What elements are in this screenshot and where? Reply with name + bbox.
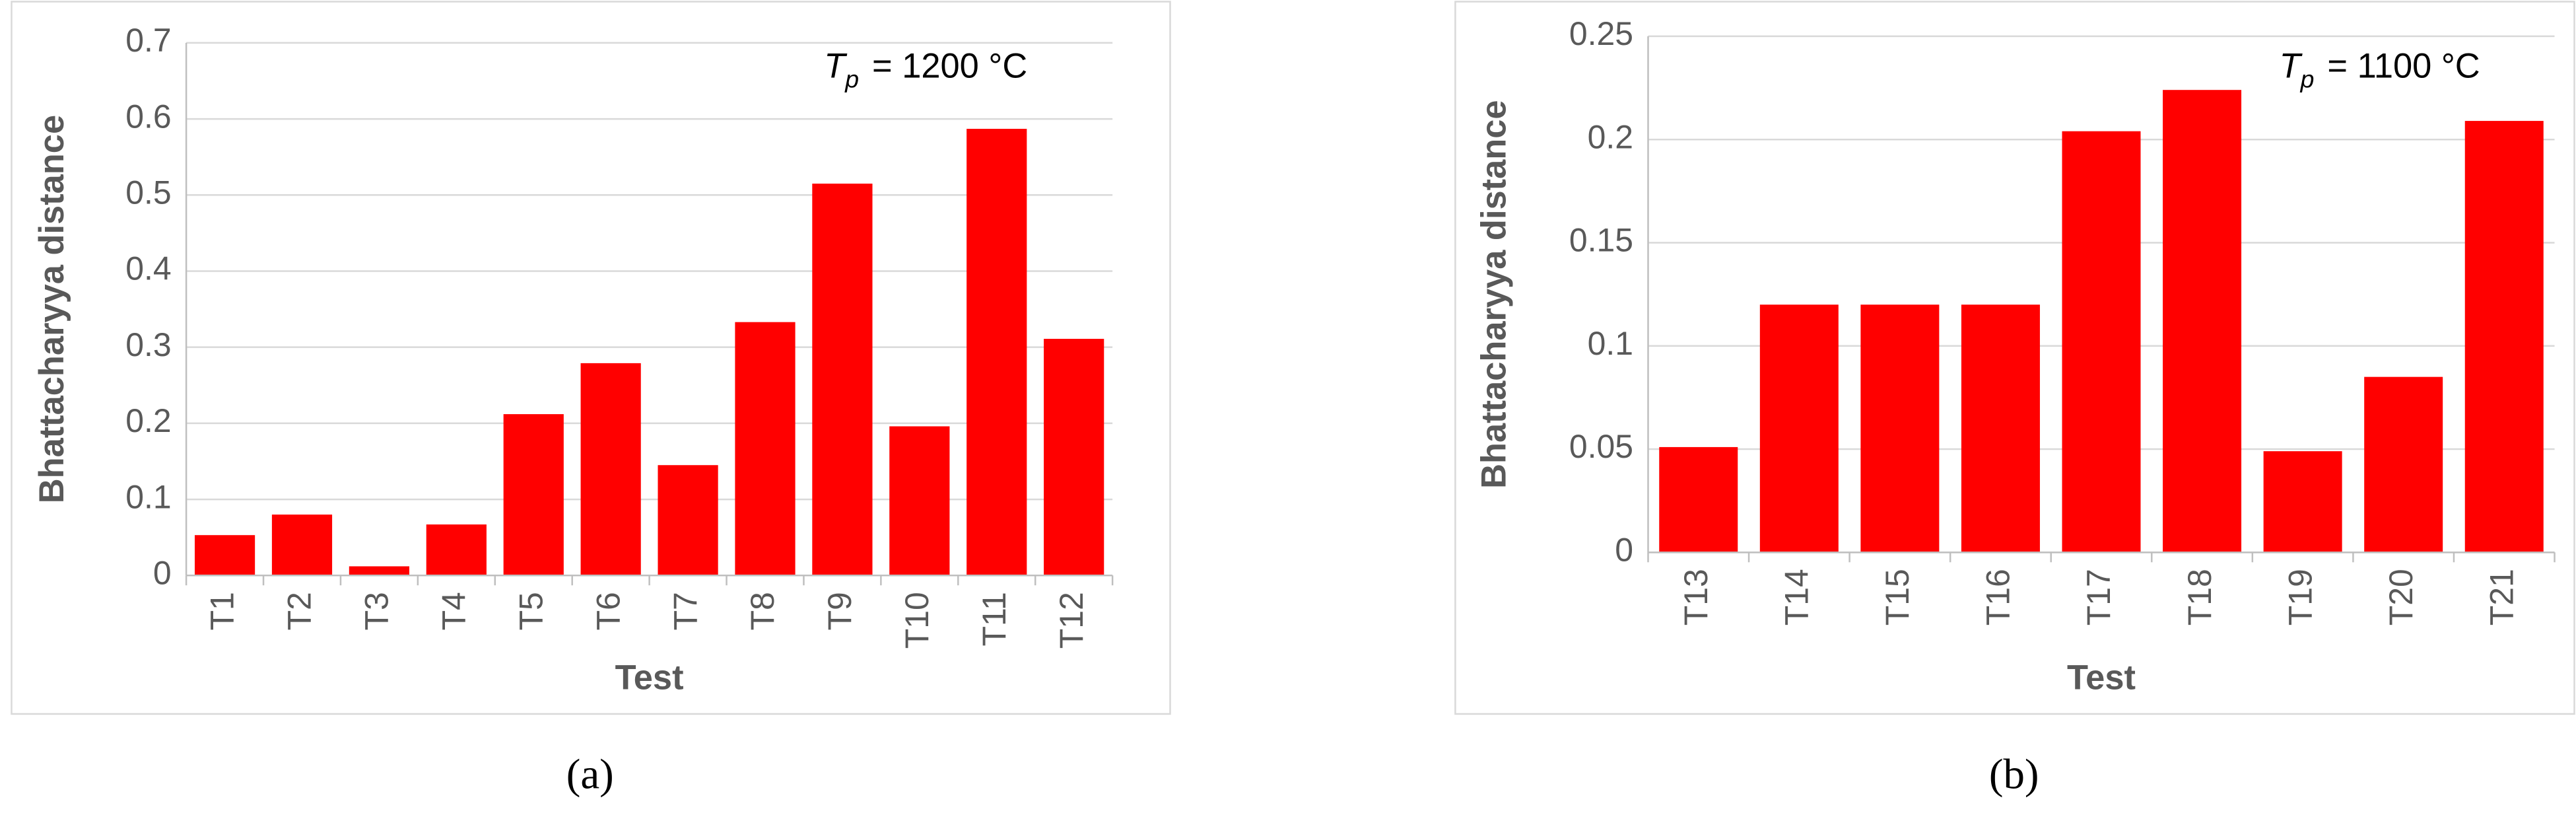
y-tick-label: 0.05 bbox=[1569, 428, 1633, 465]
x-tick-label: T18 bbox=[2181, 569, 2218, 625]
y-tick-label: 0.1 bbox=[1588, 325, 1633, 362]
bar bbox=[2263, 451, 2342, 553]
bar bbox=[2364, 376, 2443, 553]
bar bbox=[1961, 304, 2040, 553]
y-tick-label: 0.2 bbox=[125, 402, 171, 439]
caption: (a) bbox=[566, 750, 614, 798]
bar bbox=[658, 465, 718, 576]
x-axis-title: Test bbox=[2067, 659, 2136, 697]
bar bbox=[426, 524, 487, 576]
chart-panel: 0 0.05 0.1 0.15 0.2 0.25 T13 T14 T15 T16 T17 T18 T19… bbox=[1454, 1, 2575, 798]
bar bbox=[1044, 339, 1104, 576]
annotation-text: = 1100 °C bbox=[2327, 47, 2480, 85]
y-tick-label: 0.3 bbox=[125, 326, 171, 363]
x-tick-label: T8 bbox=[744, 592, 781, 630]
annotation-symbol: T bbox=[824, 47, 848, 85]
bar bbox=[503, 414, 564, 576]
x-tick-label: T5 bbox=[512, 592, 549, 630]
x-tick-label: T10 bbox=[898, 592, 935, 649]
bar bbox=[2062, 131, 2141, 553]
x-tick-label: T14 bbox=[1779, 569, 1815, 625]
bar bbox=[580, 363, 641, 576]
x-tick-label: T20 bbox=[2383, 569, 2420, 625]
y-tick-label: 0.25 bbox=[1569, 15, 1633, 52]
bar bbox=[1659, 446, 1738, 553]
x-tick-label: T19 bbox=[2282, 569, 2319, 625]
x-tick-label: T21 bbox=[2483, 569, 2520, 625]
x-tick-label: T3 bbox=[358, 592, 395, 630]
x-tick-label: T17 bbox=[2080, 569, 2117, 625]
y-tick-label: 0.7 bbox=[125, 22, 171, 59]
chart-frame bbox=[1454, 1, 2575, 715]
annotation-subscript: p bbox=[2300, 65, 2315, 92]
bar bbox=[889, 426, 950, 576]
x-tick-label: T11 bbox=[976, 592, 1013, 646]
bar bbox=[271, 515, 333, 576]
x-tick-label: T13 bbox=[1678, 569, 1714, 625]
annotation: Tp = 1200 °C bbox=[824, 47, 1027, 92]
y-tick-label: 0.5 bbox=[125, 174, 171, 211]
x-tick-label: T16 bbox=[1980, 569, 2017, 625]
bar bbox=[1759, 304, 1839, 553]
y-axis-title: Bhattacharyya distance bbox=[33, 115, 71, 503]
annotation-subscript: p bbox=[844, 65, 859, 92]
annotation: Tp = 1100 °C bbox=[2280, 47, 2480, 92]
bar bbox=[735, 322, 796, 576]
y-axis-title: Bhattacharyya distance bbox=[1475, 100, 1514, 488]
bar bbox=[966, 129, 1027, 576]
x-tick-label: T2 bbox=[281, 592, 318, 630]
x-tick-label: T6 bbox=[590, 592, 627, 630]
x-tick-label: T4 bbox=[436, 592, 473, 630]
bar bbox=[1860, 304, 1940, 553]
y-tick-label: 0 bbox=[153, 554, 172, 591]
x-tick-label: T1 bbox=[204, 592, 241, 630]
x-axis-title: Test bbox=[615, 659, 684, 697]
annotation-text: = 1200 °C bbox=[872, 47, 1027, 85]
caption: (b) bbox=[1989, 750, 2039, 798]
bar bbox=[349, 566, 410, 576]
chart-panel: 0 0.1 0.2 0.3 0.4 0.5 0.6 0.7 T1 T2 T3 T4 T5 T6 T7 T8 T9… bbox=[11, 1, 1171, 798]
y-tick-label: 0.1 bbox=[125, 478, 171, 515]
bar bbox=[2163, 90, 2242, 553]
bar bbox=[812, 184, 873, 576]
y-tick-label: 0.15 bbox=[1569, 222, 1633, 259]
y-tick-label: 0.2 bbox=[1588, 118, 1633, 155]
x-tick-label: T9 bbox=[821, 592, 858, 630]
bar bbox=[194, 535, 255, 576]
y-tick-label: 0.4 bbox=[125, 250, 171, 287]
chart-frame bbox=[11, 1, 1171, 715]
bar bbox=[2464, 121, 2544, 553]
y-tick-label: 0 bbox=[1615, 532, 1633, 569]
x-tick-label: T12 bbox=[1053, 592, 1090, 649]
y-tick-label: 0.6 bbox=[125, 98, 171, 135]
x-tick-label: T7 bbox=[667, 592, 704, 630]
x-tick-label: T15 bbox=[1879, 569, 1916, 625]
annotation-symbol: T bbox=[2280, 47, 2303, 85]
